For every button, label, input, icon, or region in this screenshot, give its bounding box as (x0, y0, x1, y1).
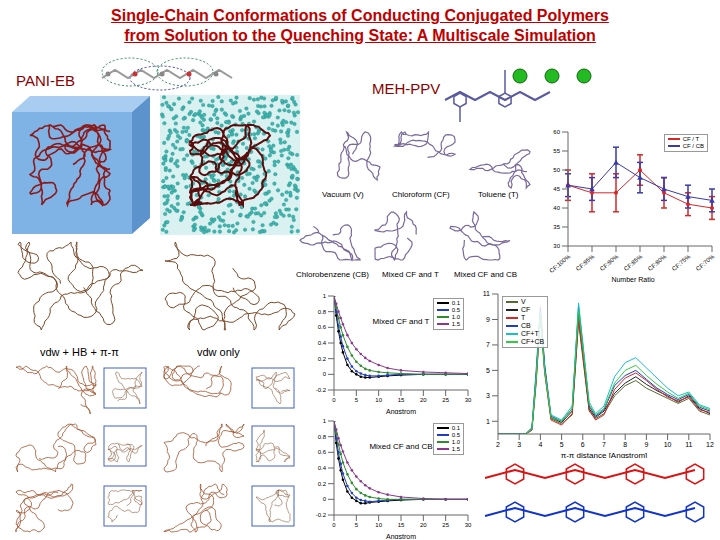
svg-text:π-π distance [Angstrom]: π-π distance [Angstrom] (561, 451, 648, 458)
html-text:CF / CB: CF / CB (682, 142, 704, 149)
svg-text:30: 30 (465, 397, 472, 403)
html-text:T: T (521, 314, 526, 322)
svg-text:0: 0 (323, 371, 327, 377)
svg-text:CF:80%: CF:80% (647, 253, 668, 272)
html-text:CB: CB (521, 322, 531, 330)
html-text:Mixed CF and CB: Mixed CF and CB (369, 442, 433, 451)
svg-text:15: 15 (398, 397, 405, 403)
html-text:CF+CB: CF+CB (521, 338, 545, 346)
svg-text:0.8: 0.8 (318, 434, 327, 440)
svg-text:10: 10 (664, 441, 672, 448)
html-text:Vacuum (V): Vacuum (V) (322, 190, 364, 199)
svg-text:8: 8 (623, 441, 627, 448)
svg-text:5: 5 (355, 522, 359, 528)
html-text:0.1: 0.1 (451, 425, 460, 431)
html-text:Mixed CF and T: Mixed CF and T (382, 270, 439, 279)
svg-text:4: 4 (538, 441, 542, 448)
html-text:0.1: 0.1 (451, 300, 460, 306)
html-text:1.0: 1.0 (451, 438, 460, 445)
svg-text:9: 9 (644, 441, 648, 448)
svg-text:0.4: 0.4 (318, 465, 327, 471)
html-text:MEH-PPV: MEH-PPV (372, 80, 441, 97)
svg-text:Angstrom: Angstrom (386, 408, 416, 414)
svg-text:10: 10 (375, 397, 382, 403)
svg-text:10: 10 (375, 522, 382, 528)
svg-text:9: 9 (486, 316, 490, 323)
svg-text:CF:95%: CF:95% (575, 253, 596, 272)
svg-text:CF:70%: CF:70% (695, 253, 712, 272)
svg-text:20: 20 (420, 397, 427, 403)
svg-text:35: 35 (553, 224, 560, 230)
html-text:0.5: 0.5 (451, 306, 460, 313)
svg-text:1: 1 (486, 418, 490, 425)
svg-text:15: 15 (398, 522, 405, 528)
svg-text:60: 60 (553, 129, 560, 135)
svg-text:55: 55 (553, 148, 560, 154)
html-text:vdw + HB + π-π: vdw + HB + π-π (40, 346, 119, 358)
svg-text:CF:75%: CF:75% (671, 253, 692, 272)
html-text:V: V (521, 298, 526, 305)
html-text:CF+T: CF+T (521, 330, 539, 338)
svg-text:20: 20 (420, 522, 427, 528)
html-text:Chlorobenzene (CB): Chlorobenzene (CB) (296, 270, 369, 279)
html-text:vdw only: vdw only (197, 346, 240, 358)
html-text:1.5: 1.5 (451, 320, 460, 327)
svg-text:3: 3 (517, 441, 521, 448)
html-text:Toluene (T): Toluene (T) (478, 190, 519, 199)
svg-text:Angstrom: Angstrom (386, 533, 416, 539)
html-text:PANI-EB: PANI-EB (16, 72, 75, 89)
html-text:Single-Chain Conformations of: Single-Chain Conformations of Conducting… (111, 7, 609, 44)
html-text:CF / T: CF / T (682, 136, 700, 142)
svg-text:25: 25 (442, 522, 449, 528)
svg-text:3: 3 (486, 392, 490, 399)
svg-text:0.2: 0.2 (318, 356, 327, 362)
svg-text:40: 40 (553, 205, 560, 211)
svg-text:2: 2 (496, 441, 500, 448)
svg-text:-0.2: -0.2 (316, 387, 327, 393)
svg-text:CF:90%: CF:90% (599, 253, 620, 272)
html-text:1.0: 1.0 (451, 313, 460, 320)
svg-text:0.6: 0.6 (318, 324, 327, 330)
svg-text:CF:85%: CF:85% (623, 253, 644, 272)
svg-text:0.6: 0.6 (318, 449, 327, 455)
svg-text:1: 1 (323, 418, 327, 424)
svg-text:11: 11 (685, 441, 692, 448)
svg-text:6: 6 (581, 441, 585, 448)
svg-text:7: 7 (602, 441, 606, 448)
svg-text:5: 5 (486, 367, 490, 374)
svg-text:0.2: 0.2 (318, 481, 327, 487)
svg-text:-0.2: -0.2 (316, 512, 327, 518)
svg-text:5: 5 (560, 441, 564, 448)
html-text:CF: CF (521, 306, 531, 313)
html-text:Chloroform (CF): Chloroform (CF) (392, 190, 450, 199)
svg-text:0: 0 (323, 496, 327, 502)
svg-text:7: 7 (486, 341, 490, 348)
svg-text:50: 50 (553, 167, 560, 173)
svg-text:11: 11 (483, 290, 490, 297)
svg-text:CF:100%: CF:100% (548, 253, 572, 274)
svg-text:30: 30 (465, 522, 472, 528)
svg-text:0.8: 0.8 (318, 309, 327, 315)
svg-text:0: 0 (332, 522, 336, 528)
svg-text:45: 45 (553, 186, 560, 192)
html-text:Mixed CF and CB: Mixed CF and CB (454, 270, 518, 279)
svg-text:5: 5 (355, 397, 359, 403)
svg-text:0.4: 0.4 (318, 340, 327, 346)
svg-text:25: 25 (442, 397, 449, 403)
svg-text:1: 1 (323, 293, 327, 299)
html-text:Mixed CF and T: Mixed CF and T (372, 317, 430, 326)
svg-text:12: 12 (706, 441, 712, 448)
svg-text:30: 30 (553, 243, 560, 249)
svg-text:0: 0 (332, 397, 336, 403)
html-text:1.5: 1.5 (451, 445, 460, 452)
html-text:0.5: 0.5 (451, 431, 460, 438)
html-text:Number Ratio: Number Ratio (611, 276, 655, 283)
